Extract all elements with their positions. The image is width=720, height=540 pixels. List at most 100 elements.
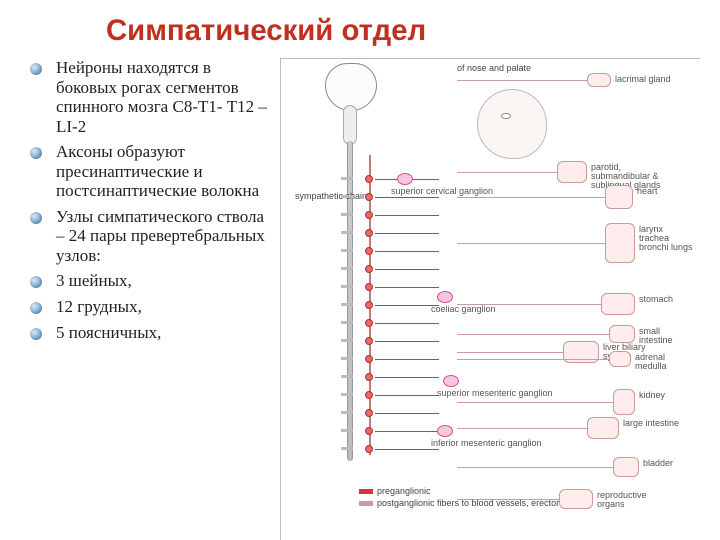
target-organ-icon	[605, 223, 635, 263]
target-organ-icon	[609, 351, 631, 367]
spinal-segment-icon	[341, 429, 353, 432]
chain-ganglion-icon	[365, 229, 373, 237]
postganglionic-fiber-icon	[457, 172, 557, 173]
postganglionic-fiber-icon	[457, 352, 563, 353]
legend-post-swatch	[359, 501, 373, 506]
postganglionic-fiber-icon	[457, 304, 601, 305]
preganglionic-fiber-icon	[375, 197, 439, 198]
prevertebral-ganglion-icon	[437, 291, 453, 303]
preganglionic-fiber-icon	[375, 395, 439, 396]
spinal-segment-icon	[341, 339, 353, 342]
preganglionic-fiber-icon	[375, 215, 439, 216]
spinal-segment-icon	[341, 267, 353, 270]
slide: Симпатический отдел Нейроны находятся в …	[0, 0, 720, 540]
chain-label: sympathetic chain	[295, 191, 367, 201]
sympathetic-diagram: of nose and palate sympathetic chain sup…	[287, 65, 694, 534]
postganglionic-fiber-icon	[457, 197, 605, 198]
postganglionic-fiber-icon	[457, 467, 613, 468]
preganglionic-fiber-icon	[375, 449, 439, 450]
organ-label: adrenal medulla	[635, 353, 694, 371]
preganglionic-fiber-icon	[375, 269, 439, 270]
organ-label: larynx trachea bronchi lungs	[639, 225, 694, 252]
spinal-segment-icon	[341, 393, 353, 396]
diagram-top-caption: of nose and palate	[457, 63, 531, 73]
chain-ganglion-icon	[365, 391, 373, 399]
spinal-segment-icon	[341, 249, 353, 252]
ganglion-label: inferior mesenteric ganglion	[431, 439, 542, 448]
spinal-segment-icon	[341, 375, 353, 378]
bullet-list: Нейроны находятся в боковых рогах сегмен…	[28, 58, 268, 342]
organ-label: stomach	[639, 295, 673, 304]
preganglionic-fiber-icon	[375, 413, 439, 414]
chain-ganglion-icon	[365, 193, 373, 201]
preganglionic-fiber-icon	[375, 251, 439, 252]
preganglionic-fiber-icon	[375, 305, 439, 306]
spinal-segment-icon	[341, 177, 353, 180]
chain-ganglion-icon	[365, 373, 373, 381]
list-item: 3 шейных,	[28, 271, 268, 291]
target-organ-icon	[587, 417, 619, 439]
preganglionic-fiber-icon	[375, 377, 439, 378]
target-organ-icon	[587, 73, 611, 87]
brainstem-icon	[343, 105, 357, 145]
postganglionic-fiber-icon	[457, 334, 609, 335]
preganglionic-fiber-icon	[375, 323, 439, 324]
chain-ganglion-icon	[365, 301, 373, 309]
spinal-segment-icon	[341, 447, 353, 450]
chain-ganglion-icon	[365, 283, 373, 291]
list-item: 5 поясничных,	[28, 323, 268, 343]
organ-label: lacrimal gland	[615, 75, 671, 84]
chain-ganglion-icon	[365, 319, 373, 327]
preganglionic-fiber-icon	[375, 233, 439, 234]
chain-ganglion-icon	[365, 265, 373, 273]
target-organ-icon	[601, 293, 635, 315]
slide-title: Симпатический отдел	[106, 14, 700, 48]
organ-label: large intestine	[623, 419, 679, 428]
legend-pre-label: preganglionic	[377, 486, 431, 496]
spinal-segment-icon	[341, 357, 353, 360]
spinal-segment-icon	[341, 321, 353, 324]
chain-ganglion-icon	[365, 445, 373, 453]
organ-label: kidney	[639, 391, 665, 400]
target-organ-icon	[613, 457, 639, 477]
spinal-segment-icon	[341, 285, 353, 288]
list-item: Нейроны находятся в боковых рогах сегмен…	[28, 58, 268, 136]
chain-ganglion-icon	[365, 355, 373, 363]
chain-ganglion-icon	[365, 337, 373, 345]
postganglionic-fiber-icon	[457, 243, 605, 244]
bullet-column: Нейроны находятся в боковых рогах сегмен…	[28, 58, 268, 540]
preganglionic-fiber-icon	[375, 287, 439, 288]
legend-pre-swatch	[359, 489, 373, 494]
head-profile-icon	[477, 89, 547, 159]
target-organ-icon	[559, 489, 593, 509]
ganglion-label: superior cervical ganglion	[391, 187, 493, 196]
skull-icon	[325, 63, 377, 111]
organ-label: heart	[637, 187, 658, 196]
eye-icon	[501, 113, 511, 119]
legend-post-label: postganglionic fibers to blood vessels, …	[377, 498, 559, 508]
list-item: 12 грудных,	[28, 297, 268, 317]
ganglion-label: coeliac ganglion	[431, 305, 496, 314]
preganglionic-fiber-icon	[375, 431, 439, 432]
target-organ-icon	[605, 185, 633, 209]
prevertebral-ganglion-icon	[443, 375, 459, 387]
spinal-segment-icon	[341, 411, 353, 414]
postganglionic-fiber-icon	[457, 428, 587, 429]
chain-ganglion-icon	[365, 211, 373, 219]
prevertebral-ganglion-icon	[437, 425, 453, 437]
target-organ-icon	[557, 161, 587, 183]
chain-ganglion-icon	[365, 427, 373, 435]
diagram-panel: of nose and palate sympathetic chain sup…	[280, 58, 700, 540]
slide-body: Нейроны находятся в боковых рогах сегмен…	[28, 58, 700, 540]
list-item: Аксоны образуют пресинаптические и постс…	[28, 142, 268, 201]
target-organ-icon	[613, 389, 635, 415]
list-item: Узлы симпатического ствола – 24 пары пре…	[28, 207, 268, 266]
postganglionic-fiber-icon	[457, 80, 587, 81]
preganglionic-fiber-icon	[375, 359, 439, 360]
spinal-segment-icon	[341, 213, 353, 216]
preganglionic-fiber-icon	[375, 341, 439, 342]
postganglionic-fiber-icon	[457, 402, 613, 403]
prevertebral-ganglion-icon	[397, 173, 413, 185]
target-organ-icon	[609, 325, 635, 343]
spinal-segment-icon	[341, 195, 353, 198]
